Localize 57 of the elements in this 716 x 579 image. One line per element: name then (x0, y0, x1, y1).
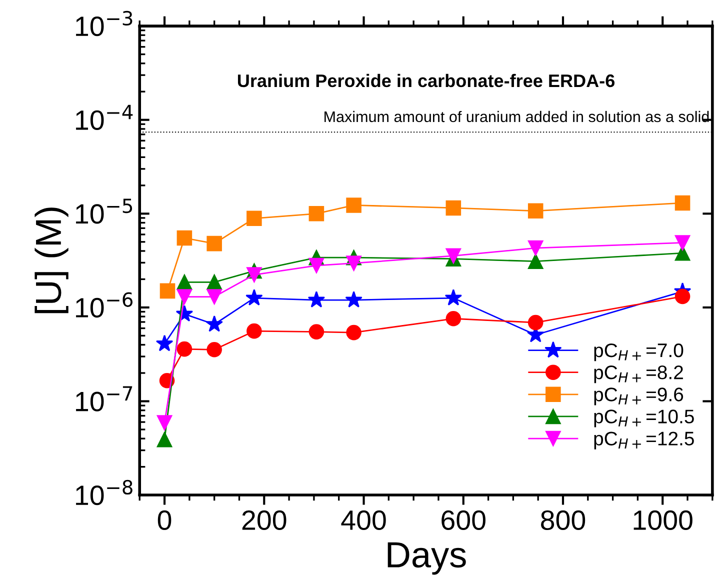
point (446, 200, 462, 216)
point (674, 288, 690, 304)
point (446, 310, 462, 326)
text: Uranium Peroxide in carbonate-free ERDA-6 (238, 74, 615, 88)
point (528, 203, 544, 219)
x-tick-label: 1000 (634, 510, 692, 530)
x-tick-label: 400 (341, 510, 386, 530)
legend-label: pC$_{H+}$=8.2 (594, 366, 683, 384)
legend-label: pC$_{H+}$=12.5 (594, 432, 694, 450)
x-tick-label: 600 (442, 510, 486, 530)
point (246, 267, 262, 282)
point (346, 198, 362, 213)
legend-label: pC$_{H+}$=7.0 (594, 343, 684, 362)
y-tick-label: 10$^{−3}$ (76, 10, 132, 36)
point (308, 258, 324, 274)
y-tick-label: 10$^{−7}$ (76, 386, 132, 412)
point (528, 254, 544, 269)
y-axis-title: [U] (M) (34, 208, 68, 314)
y-tick-label: 10$^{−5}$ (76, 198, 132, 224)
legend-label: pC$_{H+}$=10.5 (594, 410, 694, 428)
point (206, 342, 222, 358)
x-axis-title: Days (388, 542, 466, 575)
x-tick-label: 800 (541, 510, 586, 530)
y-tick-label: 10$^{−4}$ (76, 104, 133, 130)
point (528, 240, 544, 256)
point (308, 324, 324, 340)
point (444, 289, 462, 306)
point (528, 314, 544, 330)
point (345, 290, 362, 308)
point (176, 289, 192, 304)
legend-label: pC$_{H+}$=9.6 (594, 388, 684, 406)
point (346, 324, 362, 340)
point (674, 235, 690, 250)
point (674, 195, 690, 211)
point (246, 323, 262, 339)
point (246, 289, 263, 306)
point (246, 210, 262, 226)
point (206, 289, 222, 304)
point (446, 248, 462, 264)
point (176, 274, 192, 290)
point (346, 256, 362, 271)
point (308, 206, 324, 222)
point (176, 230, 192, 246)
point (156, 334, 174, 352)
x-tick-label: 0 (158, 510, 172, 530)
point (206, 236, 222, 252)
point (206, 315, 223, 332)
point (160, 283, 176, 299)
point (176, 341, 192, 357)
point (156, 415, 172, 430)
y-tick-label: 10$^{−6}$ (76, 292, 133, 318)
point (308, 290, 326, 308)
point (206, 274, 222, 290)
y-tick-label: 10$^{−8}$ (76, 480, 132, 506)
x-tick-label: 200 (242, 510, 286, 530)
ref-line-label: Maximum amount of uranium added in solution as a solid (324, 110, 709, 122)
point (156, 432, 172, 448)
